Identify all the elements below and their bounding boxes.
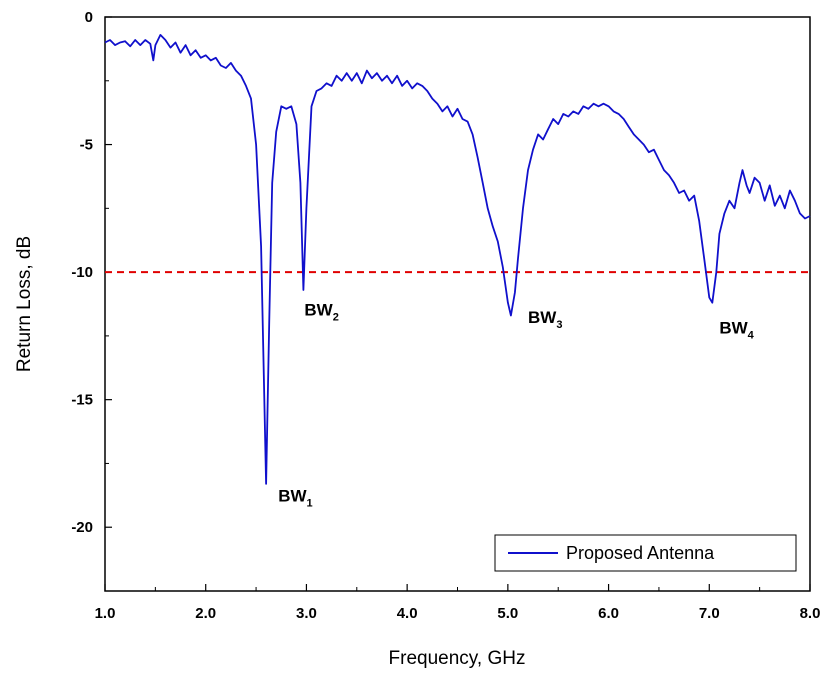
- x-tick-label: 4.0: [397, 605, 418, 622]
- axis-ticks: 1.0 2.0 3.0 4.0 5.0 6.0 7.0 8.0 0 -5 -10 -15 -20: [71, 9, 820, 622]
- x-tick-label: 7.0: [699, 605, 720, 622]
- x-tick-label: 5.0: [497, 605, 518, 622]
- y-tick-label: -15: [71, 392, 93, 409]
- x-tick-label: 1.0: [95, 605, 116, 622]
- legend-label: Proposed Antenna: [566, 543, 715, 563]
- x-tick-label: 6.0: [598, 605, 619, 622]
- y-axis-title: Return Loss, dB: [14, 236, 35, 372]
- x-tick-label: 8.0: [800, 605, 821, 622]
- bandwidth-label: BW3: [528, 308, 562, 331]
- bandwidth-label: BW2: [304, 300, 338, 323]
- legend: Proposed Antenna: [494, 534, 797, 572]
- x-tick-label: 3.0: [296, 605, 317, 622]
- x-tick-label: 2.0: [195, 605, 216, 622]
- y-tick-label: 0: [85, 9, 93, 26]
- bandwidth-label: BW1: [278, 487, 312, 510]
- annotation-group: BW1 BW2 BW3 BW4: [278, 300, 754, 509]
- y-tick-label: -20: [71, 519, 93, 536]
- bandwidth-label: BW4: [719, 318, 754, 341]
- plot-frame: [104, 16, 811, 592]
- y-tick-label: -10: [71, 264, 93, 281]
- series-line: [104, 34, 811, 485]
- series-group: [104, 34, 811, 485]
- y-tick-label: -5: [80, 137, 93, 154]
- x-axis-title: Frequency, GHz: [389, 648, 526, 669]
